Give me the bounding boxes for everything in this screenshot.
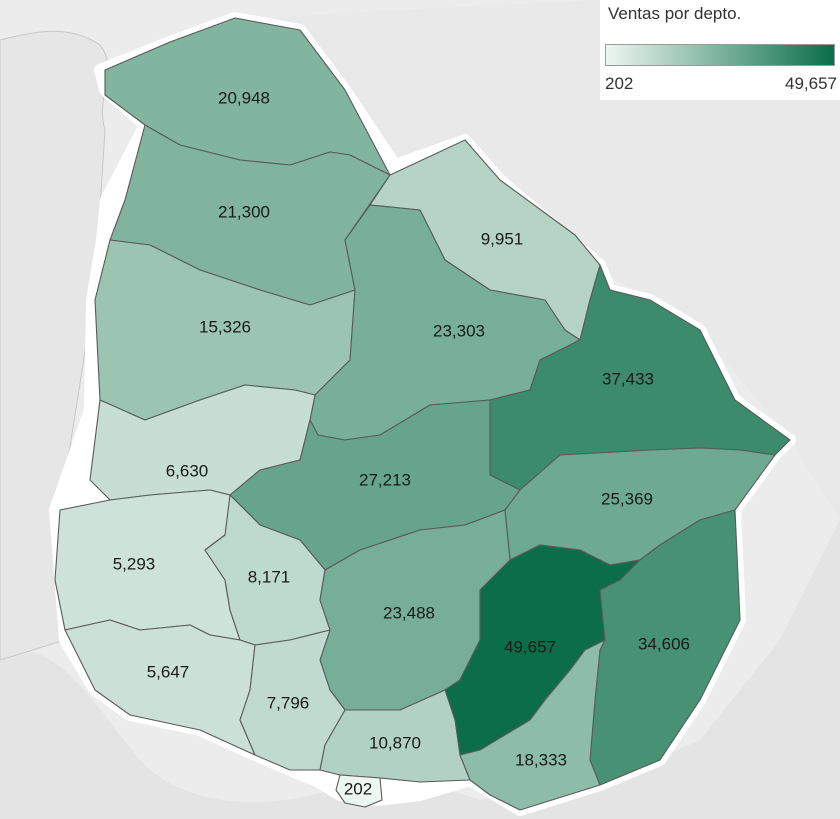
legend-title: Ventas por depto.: [608, 4, 742, 23]
department-region[interactable]: [459, 639, 606, 811]
department-region[interactable]: [319, 689, 471, 783]
color-legend: Ventas por depto. 202 49,657: [600, 0, 840, 100]
department-region[interactable]: [335, 774, 383, 808]
legend-max-label: 49,657: [785, 74, 837, 93]
brazil-land: [180, 0, 840, 520]
legend-min-label: 202: [605, 74, 634, 93]
legend-gradient-bar: [605, 44, 835, 66]
river-plate-water: [0, 520, 840, 819]
